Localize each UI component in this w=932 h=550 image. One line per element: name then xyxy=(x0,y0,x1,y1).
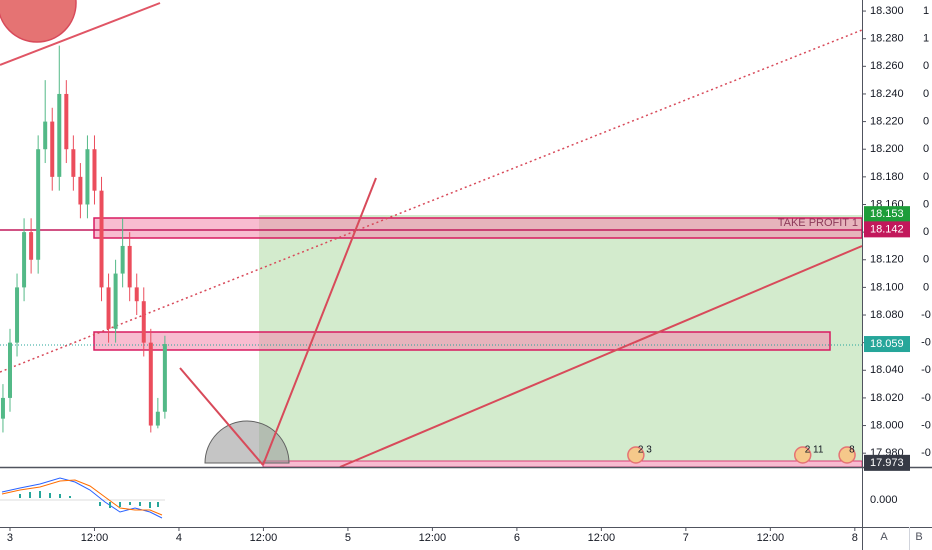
y-tick-label: 18.300 xyxy=(870,5,904,17)
trend-line xyxy=(0,2,161,66)
zone-box xyxy=(93,217,863,239)
trend-line xyxy=(262,177,377,466)
trend-line xyxy=(179,367,264,466)
price-badge-label: 17.973 xyxy=(870,457,904,469)
event-icon xyxy=(793,446,812,464)
candle-body xyxy=(43,121,48,150)
candle-body xyxy=(127,245,132,288)
zone-box xyxy=(93,331,831,351)
candle-body xyxy=(106,287,111,329)
candle-body xyxy=(85,149,90,205)
x-tick-label: 12:00 xyxy=(250,532,278,544)
candle-body xyxy=(36,149,41,260)
right-scale-label: 0 xyxy=(923,60,929,72)
right-scale-label: 0 xyxy=(923,254,929,266)
candle-body xyxy=(162,344,167,412)
right-scale-label: -0 xyxy=(921,392,931,404)
price-badge xyxy=(864,221,910,238)
candle-body xyxy=(57,93,62,177)
y-tick-label: 18.260 xyxy=(870,60,904,72)
trend-line xyxy=(339,245,863,468)
candle-body xyxy=(99,190,104,288)
y-tick-label: 18.020 xyxy=(870,392,904,404)
event-icon xyxy=(838,446,856,464)
candle-body xyxy=(78,176,83,205)
candle-body xyxy=(7,342,12,398)
price-badge xyxy=(864,454,910,471)
candle-body xyxy=(120,245,125,274)
scale-button[interactable]: A xyxy=(880,531,888,543)
right-scale-label: 0 xyxy=(923,226,929,238)
x-tick-label: 12:00 xyxy=(588,532,616,544)
x-tick-label: 7 xyxy=(683,532,689,544)
x-tick-label: 6 xyxy=(514,532,520,544)
y-tick-label: 18.220 xyxy=(870,115,904,127)
x-tick-label: 12:00 xyxy=(419,532,447,544)
y-tick-label: 18.200 xyxy=(870,143,904,155)
y-tick-label: 18.280 xyxy=(870,33,904,45)
candle-body xyxy=(50,121,55,177)
right-scale-label: 0 xyxy=(923,88,929,100)
candle-body xyxy=(113,273,118,329)
event-label: 8 xyxy=(849,445,855,456)
y-tick-label: 18.120 xyxy=(870,254,904,266)
right-scale-label: 0 xyxy=(923,171,929,183)
right-scale-label: 0 xyxy=(923,281,929,293)
x-tick-label: 8 xyxy=(852,532,858,544)
right-scale-label: -0 xyxy=(921,364,931,376)
indicator-line xyxy=(1,477,163,519)
y-tick-label: 18.040 xyxy=(870,364,904,376)
price-badge-label: 18.059 xyxy=(870,338,904,350)
x-tick-label: 3 xyxy=(7,532,13,544)
y-tick-label: 18.240 xyxy=(870,88,904,100)
indicator-line xyxy=(1,479,163,516)
x-tick-label: 5 xyxy=(345,532,351,544)
candle-body xyxy=(71,149,76,177)
candle-body xyxy=(29,232,34,260)
price-badge xyxy=(864,336,910,353)
y-tick-label: 18.080 xyxy=(870,309,904,321)
x-tick-label: 12:00 xyxy=(757,532,785,544)
event-label: 2 3 xyxy=(638,445,652,456)
price-badge-label: 18.153 xyxy=(870,208,904,220)
scale-button[interactable]: B xyxy=(915,531,922,543)
circle-drawing xyxy=(0,0,77,43)
right-scale-label: 0 xyxy=(923,115,929,127)
y-tick-label: 18.180 xyxy=(870,171,904,183)
candle-body xyxy=(64,93,69,150)
x-tick-label: 12:00 xyxy=(81,532,109,544)
event-icon xyxy=(627,446,645,464)
price-badge-label: 18.142 xyxy=(870,223,904,235)
candle-body xyxy=(141,301,146,343)
candle-body xyxy=(15,287,20,343)
right-scale-label: -0 xyxy=(921,337,931,349)
candle-body xyxy=(22,232,27,288)
take-profit-label: TAKE PROFIT 1 xyxy=(778,217,858,229)
right-scale-label: -0 xyxy=(921,447,931,459)
y-tick-label: 18.100 xyxy=(870,281,904,293)
indicator-axis-label: 0.000 xyxy=(870,494,898,506)
right-scale-label: -0 xyxy=(921,419,931,431)
indicator-histogram xyxy=(19,491,159,508)
right-scale-label: 1 xyxy=(923,33,929,45)
candle-body xyxy=(92,149,97,191)
price-badge xyxy=(864,206,910,223)
right-scale-label: -0 xyxy=(921,309,931,321)
candle-body xyxy=(0,397,5,419)
right-scale-label: 0 xyxy=(923,143,929,155)
candle-body xyxy=(134,287,139,302)
event-label: 2 11 xyxy=(805,445,824,456)
candle-body xyxy=(155,411,160,426)
indicator xyxy=(0,477,165,519)
candle-body xyxy=(148,342,153,426)
x-tick-label: 4 xyxy=(176,532,182,544)
right-scale-label: 1 xyxy=(923,5,929,17)
y-tick-label: 18.000 xyxy=(870,419,904,431)
right-scale-label: 0 xyxy=(923,198,929,210)
